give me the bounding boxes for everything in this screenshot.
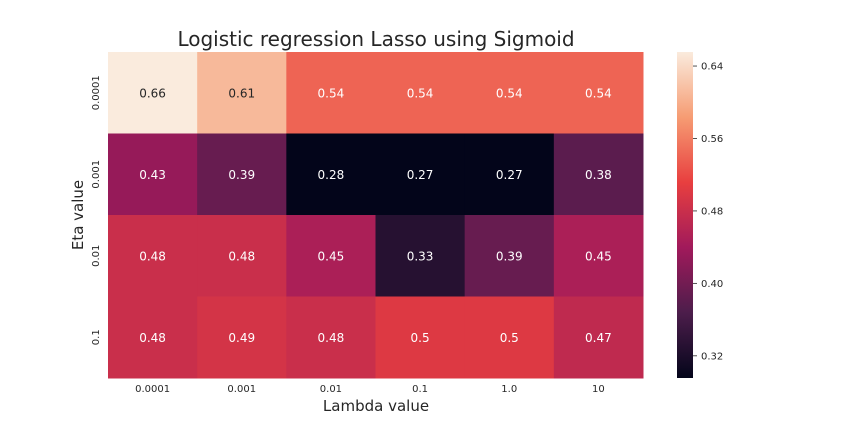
x-tick-label: 0.01 (320, 384, 342, 395)
heatmap-cell (375, 52, 466, 134)
heatmap-cells (108, 52, 644, 379)
x-tick-label: 0.1 (412, 384, 428, 395)
cell-value-label: 0.48 (139, 249, 166, 263)
cell-value-label: 0.61 (228, 86, 255, 100)
x-tick-label: 1.0 (501, 384, 517, 395)
cell-value-label: 0.54 (496, 86, 523, 100)
cell-value-label: 0.27 (407, 168, 434, 182)
heatmap-cell (197, 296, 287, 379)
cell-value-label: 0.47 (585, 331, 612, 345)
x-tick-label: 0.001 (227, 384, 256, 395)
cell-value-label: 0.39 (228, 168, 255, 182)
y-tick-label: 0.0001 (91, 75, 102, 110)
cell-value-label: 0.28 (318, 168, 345, 182)
cell-value-label: 0.54 (585, 86, 612, 100)
y-tick-label: 0.001 (91, 160, 102, 189)
cell-value-label: 0.48 (228, 249, 255, 263)
colorbar-tick-label: 0.64 (701, 62, 723, 73)
colorbar-tick-labels: 0.32 0.40 0.48 0.56 0.64 (693, 62, 723, 362)
cell-value-label: 0.5 (411, 331, 430, 345)
cell-value-label: 0.54 (318, 86, 345, 100)
heatmap-cell (286, 215, 376, 297)
heatmap-cell (197, 52, 287, 134)
heatmap-cell-labels: 0.66 0.61 0.54 0.54 0.54 0.54 0.43 0.39 0.28 0.27… (139, 86, 612, 345)
cell-value-label: 0.49 (228, 331, 255, 345)
heatmap-cell (464, 296, 555, 379)
cell-value-label: 0.48 (318, 331, 345, 345)
cell-value-label: 0.45 (585, 249, 612, 263)
x-axis-label: Lambda value (323, 397, 429, 415)
heatmap-cell (286, 296, 376, 379)
colorbar-tick-label: 0.48 (701, 206, 723, 217)
heatmap-cell (197, 215, 287, 297)
cell-value-label: 0.43 (139, 168, 166, 182)
heatmap-cell (286, 52, 376, 134)
heatmap-cell (286, 133, 376, 216)
cell-value-label: 0.5 (500, 331, 519, 345)
colorbar-tick-label: 0.32 (701, 351, 723, 362)
x-tick-labels: 0.0001 0.001 0.01 0.1 1.0 10 (135, 384, 605, 395)
heatmap-cell (464, 133, 555, 216)
cell-value-label: 0.48 (139, 331, 166, 345)
x-tick-label: 10 (592, 384, 605, 395)
colorbar (677, 52, 693, 378)
heatmap-cell (553, 296, 644, 379)
cell-value-label: 0.45 (318, 249, 345, 263)
heatmap-cell (553, 133, 644, 216)
heatmap-cell (553, 52, 644, 134)
cell-value-label: 0.54 (407, 86, 434, 100)
cell-value-label: 0.27 (496, 168, 523, 182)
heatmap-cell (375, 215, 466, 297)
heatmap-cell (553, 215, 644, 297)
cell-value-label: 0.38 (585, 168, 612, 182)
y-tick-label: 0.1 (91, 329, 102, 345)
heatmap-cell (197, 133, 287, 216)
cell-value-label: 0.66 (139, 86, 166, 100)
heatmap-cell (108, 296, 198, 379)
heatmap-cell (108, 215, 198, 297)
colorbar-tick-label: 0.56 (701, 134, 723, 145)
heatmap-cell (108, 133, 198, 216)
cell-value-label: 0.39 (496, 249, 523, 263)
y-axis-label: Eta value (69, 180, 87, 250)
heatmap-cell (375, 296, 466, 379)
y-tick-labels: 0.0001 0.001 0.01 0.1 (91, 75, 102, 345)
colorbar-tick-label: 0.40 (701, 279, 723, 290)
cell-value-label: 0.33 (407, 249, 434, 263)
heatmap-cell (108, 52, 198, 134)
heatmap-cell (375, 133, 466, 216)
x-tick-label: 0.0001 (135, 384, 170, 395)
y-tick-label: 0.01 (91, 245, 102, 267)
heatmap-cell (464, 215, 555, 297)
chart-title: Logistic regression Lasso using Sigmoid (177, 27, 574, 51)
heatmap-cell (464, 52, 555, 134)
